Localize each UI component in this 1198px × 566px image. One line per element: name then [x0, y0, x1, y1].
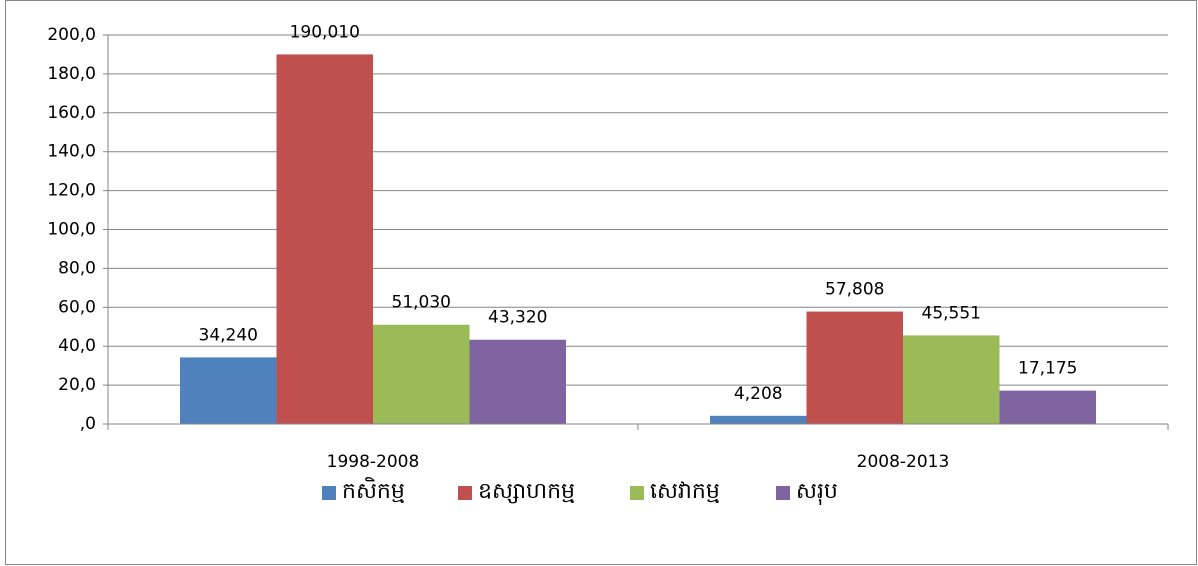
legend-swatch: [776, 486, 790, 500]
data-label: 34,240: [199, 325, 258, 345]
legend-swatch: [630, 486, 644, 500]
y-tick-label: 40,0: [58, 336, 96, 356]
y-tick-label: 160,0: [47, 103, 96, 123]
bar: [806, 311, 903, 424]
bar: [276, 54, 373, 425]
legend-text: សេវាកម្ម: [650, 479, 720, 504]
y-tick-label: 140,0: [47, 142, 96, 162]
x-tick-label: 2008-2013: [857, 452, 950, 472]
y-tick-label: 200,0: [47, 25, 96, 45]
legend-text: ឧស្សាហកម្ម: [478, 479, 575, 504]
bar: [180, 357, 277, 424]
bar: [903, 335, 1000, 424]
legend-text: កសិកម្ម: [342, 477, 405, 504]
bar: [999, 390, 1096, 424]
legend-swatch: [458, 486, 472, 500]
legend-swatch: [322, 486, 336, 500]
data-label: 45,551: [922, 303, 981, 323]
y-tick-label: 60,0: [58, 297, 96, 317]
data-label: 57,808: [825, 280, 884, 300]
y-tick-label: ,0: [80, 414, 96, 434]
y-tick-label: 80,0: [58, 258, 96, 278]
data-label: 4,208: [734, 384, 783, 404]
data-label: 51,030: [392, 293, 451, 313]
chart-border: [5, 0, 1197, 565]
bar: [710, 415, 807, 424]
data-label: 190,010: [290, 22, 360, 42]
legend-text: សរុប: [796, 479, 838, 505]
y-tick-label: 20,0: [58, 375, 96, 395]
data-label: 17,175: [1018, 359, 1077, 379]
bar: [373, 324, 470, 424]
bar: [469, 339, 566, 424]
y-tick-label: 120,0: [47, 181, 96, 201]
data-label: 43,320: [488, 308, 547, 328]
x-tick-label: 1998-2008: [327, 452, 420, 472]
y-tick-label: 180,0: [47, 64, 96, 84]
y-tick-label: 100,0: [47, 220, 96, 240]
